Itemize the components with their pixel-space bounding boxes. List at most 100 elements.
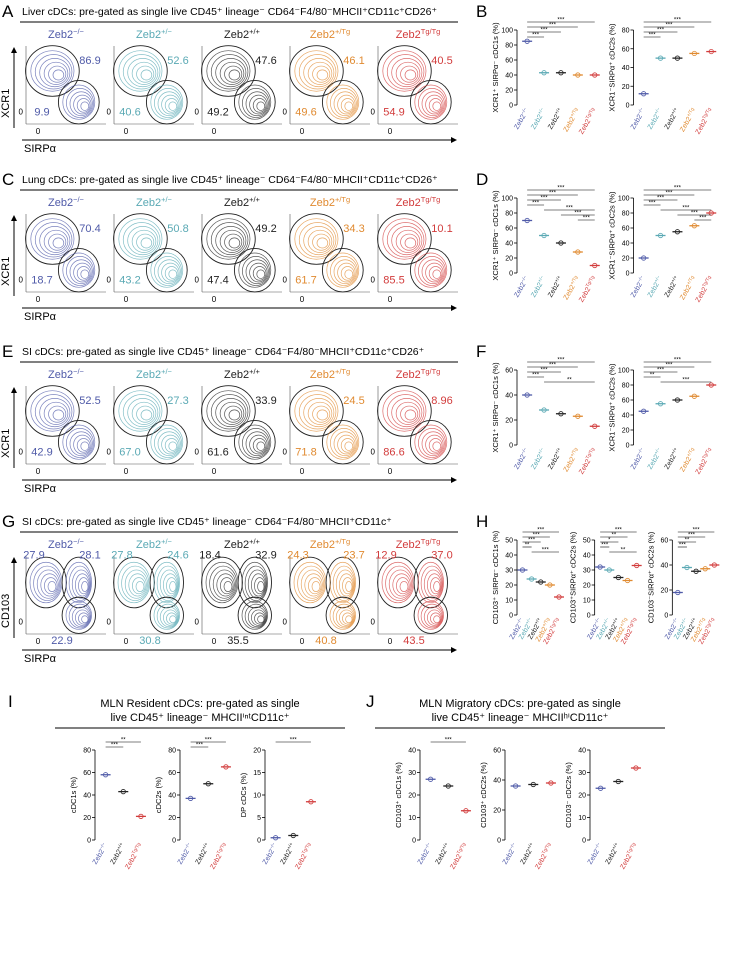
genotype-sup: −/−	[268, 841, 277, 850]
gate	[237, 556, 272, 609]
genotype-sup: +/+	[611, 841, 620, 850]
genotype-sup: Tg/Tg	[585, 274, 597, 288]
contour	[140, 409, 153, 421]
gate	[377, 45, 432, 97]
genotype-base: Zeb2	[679, 456, 693, 473]
contour	[340, 266, 355, 281]
contour	[81, 581, 89, 592]
contour	[81, 615, 89, 624]
sig-label: ***	[699, 216, 707, 222]
genotype-base: Zeb2	[534, 853, 548, 870]
gate-frequency: 86.6	[383, 447, 404, 459]
gate-frequency: 43.2	[119, 275, 140, 287]
genotype-sup: +/−	[537, 106, 546, 115]
contour	[163, 573, 178, 597]
zero-label: 0	[212, 127, 217, 136]
contour	[75, 609, 90, 626]
contour	[124, 569, 148, 599]
contour	[62, 424, 96, 460]
contour	[303, 226, 335, 256]
contour	[340, 98, 355, 113]
genotype-sup: Tg/Tg	[626, 841, 638, 855]
genotype-label: Zeb2−/−	[500, 841, 519, 865]
y-tick-label: 50	[505, 538, 513, 545]
contour	[117, 561, 151, 604]
zero-label: 0	[19, 448, 24, 457]
y-tick-label: 0	[626, 271, 630, 278]
zero-label: 0	[388, 127, 393, 136]
contour	[294, 50, 339, 92]
contour	[344, 101, 354, 111]
contour	[157, 431, 181, 457]
contour	[330, 256, 358, 286]
genotype-base: Zeb2	[695, 458, 709, 475]
contour	[244, 603, 268, 629]
contour	[427, 573, 442, 597]
contour	[219, 401, 245, 425]
contour	[212, 569, 236, 599]
genotype-sup: +/−	[537, 274, 546, 283]
contour	[121, 565, 150, 601]
genotype-label: Zeb2−/−	[48, 27, 84, 41]
y-tick-label: 0	[412, 838, 416, 845]
contour	[131, 229, 157, 253]
gate-frequency: 86.9	[79, 55, 100, 67]
genotype-base: Zeb2	[647, 281, 661, 298]
contour	[395, 401, 421, 425]
contour	[73, 94, 92, 115]
sig-label: ***	[691, 211, 699, 217]
contour	[131, 61, 157, 85]
genotype-sup: Tg/Tg	[704, 616, 716, 630]
genotype-sup: −/−	[73, 537, 84, 546]
sig-label: **	[525, 543, 530, 549]
y-tick-label: 30	[505, 568, 513, 575]
contour	[66, 256, 94, 286]
contour	[345, 615, 353, 624]
genotype-label: Zeb2Tg/Tg	[618, 841, 640, 870]
contour	[432, 101, 442, 111]
genotype-sup: Tg/Tg	[627, 616, 639, 630]
contour	[311, 581, 321, 592]
gate-frequency: 33.9	[255, 395, 276, 407]
genotype-label: Zeb2−/−	[260, 841, 279, 865]
contour	[335, 569, 355, 599]
genotype-sup: +/−	[161, 195, 172, 204]
genotype-base: Zeb2	[280, 848, 294, 865]
genotype-base: Zeb2	[513, 113, 527, 130]
genotype-base: Zeb2	[262, 848, 276, 865]
genotype-sup: +/Tg	[335, 195, 350, 204]
zero-label: 0	[212, 295, 217, 304]
genotype-sup: −/−	[636, 106, 645, 115]
contour	[238, 424, 272, 460]
genotype-base: Zeb2	[695, 286, 709, 303]
y-tick-label: 30	[583, 568, 591, 575]
genotype-sup: Tg/Tg	[421, 195, 441, 204]
gate	[25, 213, 80, 265]
x-axis-label: SIRPα	[24, 311, 57, 323]
genotype-base: Zeb2	[195, 848, 209, 865]
genotype-label: Zeb2+/+	[224, 537, 260, 551]
genotype-label: Zeb2+/Tg	[561, 274, 581, 301]
contour	[308, 577, 322, 595]
sig-label: **	[612, 533, 617, 539]
contour	[256, 441, 266, 451]
gate-frequency: 49.6	[295, 107, 316, 119]
contour	[150, 252, 184, 288]
contour	[73, 262, 92, 283]
contour	[154, 88, 182, 118]
genotype-label: Zeb2Tg/Tg	[693, 274, 715, 303]
contour	[344, 441, 354, 451]
contour	[219, 61, 245, 85]
genotype-base: Zeb2	[563, 284, 577, 301]
gate	[409, 247, 452, 293]
contour	[140, 237, 153, 249]
genotype-sup: +/−	[161, 27, 172, 36]
gate	[289, 45, 344, 97]
contour	[47, 581, 57, 592]
sig-label: ***	[541, 28, 549, 34]
y-tick-label: 20	[253, 748, 261, 755]
panel-letter: D	[476, 170, 488, 189]
contour	[430, 577, 442, 595]
contour	[157, 91, 181, 117]
genotype-base: Zeb2	[563, 116, 577, 133]
